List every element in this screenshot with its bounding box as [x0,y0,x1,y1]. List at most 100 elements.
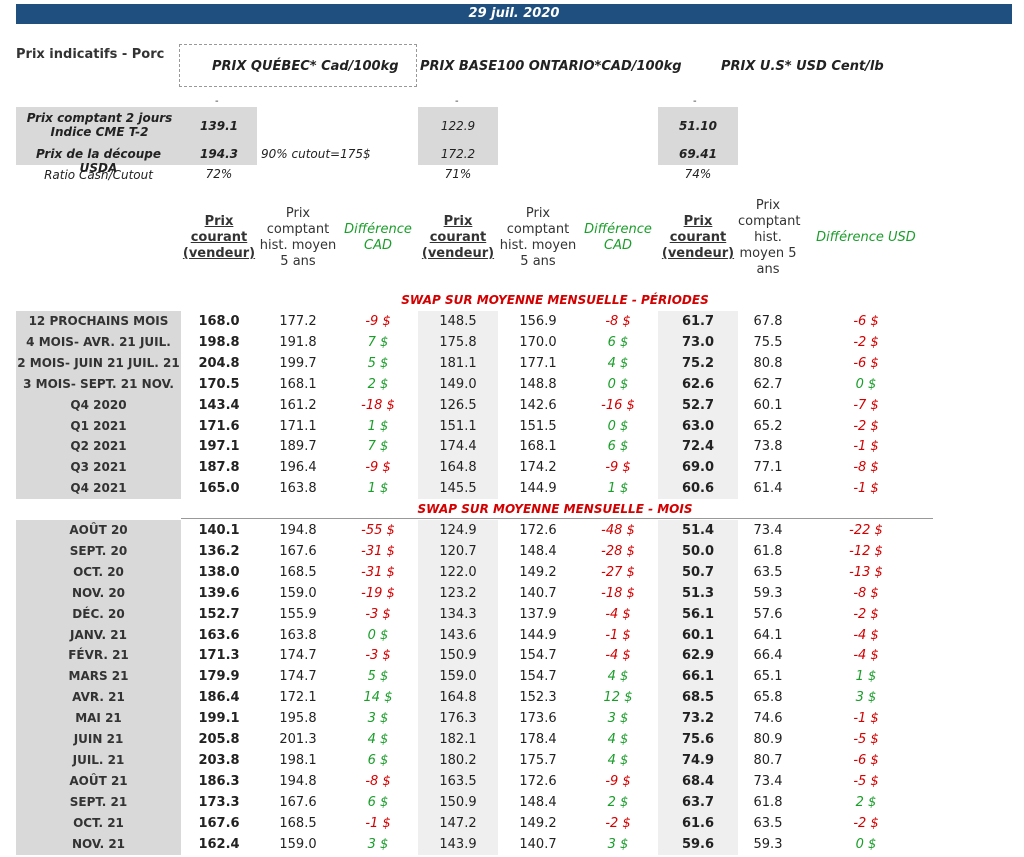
quebec-diff: 1 $ [367,418,389,434]
col-line: (vendeur) [421,246,495,261]
table-row: MAI 21 199.1 195.8 3 $ 176.3 173.6 3 $ 73.2 74.6… [0,708,1024,730]
quebec-price: 197.1 [198,439,240,455]
us-hist: 67.8 [753,314,783,329]
us-diff: -1 $ [853,481,879,497]
quebec-hist: 171.1 [279,418,317,434]
col-diff-cad-ontario: Différence CAD [578,222,658,254]
quebec-diff: 5 $ [367,355,389,371]
us-price: 63.0 [658,415,738,437]
us-price: 51.3 [658,582,738,604]
quebec-hist: 177.2 [279,314,317,329]
ontario-hist: 170.0 [519,334,557,350]
quebec-hist: 167.6 [279,543,317,559]
us-hist: 65.2 [753,418,783,434]
us-price: 59.6 [658,833,738,855]
table-row: JANV. 21 163.6 163.8 0 $ 143.6 144.9 -1 $ 60.1 6… [0,624,1024,646]
quebec-hist: 174.7 [279,648,317,664]
us-hist: 77.1 [753,460,783,476]
ontario-price: 176.3 [418,708,498,730]
us-diff: -6 $ [853,314,879,329]
quebec-diff: 5 $ [367,669,389,685]
table-row: FÉVR. 21 171.3 174.7 -3 $ 150.9 154.7 -4 $ 62.9… [0,645,1024,667]
quebec-diff: 4 $ [367,732,389,747]
col-line: courant [429,230,487,245]
ontario-diff: -27 $ [601,564,635,580]
quebec-price: 203.8 [198,752,240,768]
quebec-price: 186.3 [198,773,240,789]
us-diff: -8 $ [853,460,879,476]
quebec-price: 138.0 [198,564,240,580]
ontario-price: 123.2 [418,582,498,604]
table-row: JUIL. 21 203.8 198.1 6 $ 180.2 175.7 4 $ 74.9 80… [0,749,1024,771]
period-label: NOV. 20 [16,582,181,604]
period-label: FÉVR. 21 [16,645,181,667]
quebec-diff: -19 $ [361,585,395,601]
period-label: JUIN 21 [16,729,181,750]
col-prix-hist-ontario: Prix comptant hist. moyen 5 ans [498,206,578,270]
period-label: OCT. 20 [16,561,181,583]
ontario-price: 164.8 [418,457,498,479]
ontario-hist: 140.7 [519,836,557,852]
quebec-diff: -3 $ [365,606,391,622]
table-row: OCT. 21 167.6 168.5 -1 $ 147.2 149.2 -2 $ 61.6 6… [0,812,1024,834]
ratio-label: Ratio Cash/Cutout [44,168,153,182]
cash-cutout-block-quebec [16,107,257,165]
period-label: SEPT. 20 [16,540,181,562]
ontario-diff: 3 $ [607,711,629,727]
cutout-us: 69.41 [679,147,717,161]
us-price: 56.1 [658,603,738,625]
quebec-price: 204.8 [198,355,240,371]
ontario-price: 163.5 [418,770,498,792]
quebec-diff: 14 $ [363,690,393,706]
ontario-hist: 168.1 [519,439,557,455]
quebec-hist: 198.1 [279,752,317,768]
col-line: courant [669,230,727,245]
col-line: Prix [204,214,234,229]
us-diff: -2 $ [853,606,879,622]
us-price: 68.5 [658,687,738,709]
col-line: CAD [364,238,392,253]
quebec-header: PRIX QUÉBEC* Cad/100kg [212,59,399,74]
period-label: JUIL. 21 [16,749,181,771]
quebec-price: 136.2 [198,543,240,559]
period-label: Q1 2021 [16,415,181,437]
period-label: DÉC. 20 [16,603,181,625]
col-line: comptant [738,214,801,229]
cutout-quebec: 194.3 [200,147,238,161]
section-mois: SWAP SUR MOYENNE MENSUELLE - MOIS [417,502,693,516]
ontario-diff: -8 $ [605,314,631,329]
period-label: AVR. 21 [16,687,181,709]
ontario-diff: -9 $ [605,460,631,476]
us-price: 61.6 [658,812,738,834]
table-row: AVR. 21 186.4 172.1 14 $ 164.8 152.3 12 $ 68.5 6… [0,687,1024,709]
ontario-hist: 137.9 [519,606,557,622]
col-line: comptant [266,222,330,237]
us-hist: 65.1 [753,669,783,685]
period-label: JANV. 21 [16,624,181,646]
ontario-price: 143.6 [418,624,498,646]
col-line: (vendeur) [661,246,735,261]
ontario-diff: -16 $ [601,397,635,413]
quebec-diff: -9 $ [365,314,391,329]
quebec-price: 163.6 [198,627,240,643]
us-hist: 61.4 [753,481,783,497]
col-line: ans [756,262,780,277]
ontario-hist: 149.2 [519,564,557,580]
ontario-hist: 148.4 [519,543,557,559]
dash-marker: - [455,96,459,107]
period-label: Q3 2021 [16,457,181,479]
ontario-hist: 148.4 [519,794,557,810]
col-prix-hist-quebec: Prix comptant hist. moyen 5 ans [258,206,338,270]
ontario-diff: -1 $ [605,627,631,643]
table-row: NOV. 20 139.6 159.0 -19 $ 123.2 140.7 -18 $ 51.… [0,582,1024,604]
table-row: SEPT. 20 136.2 167.6 -31 $ 120.7 148.4 -28 $ 50… [0,540,1024,562]
period-label: 12 PROCHAINS MOIS [16,311,181,332]
us-price: 60.1 [658,624,738,646]
us-diff: -6 $ [853,752,879,768]
quebec-hist: 196.4 [279,460,317,476]
col-line: comptant [506,222,570,237]
quebec-price: 167.6 [198,815,240,831]
us-hist: 80.9 [753,732,783,747]
ontario-price: 159.0 [418,666,498,688]
ontario-hist: 148.8 [519,376,557,392]
